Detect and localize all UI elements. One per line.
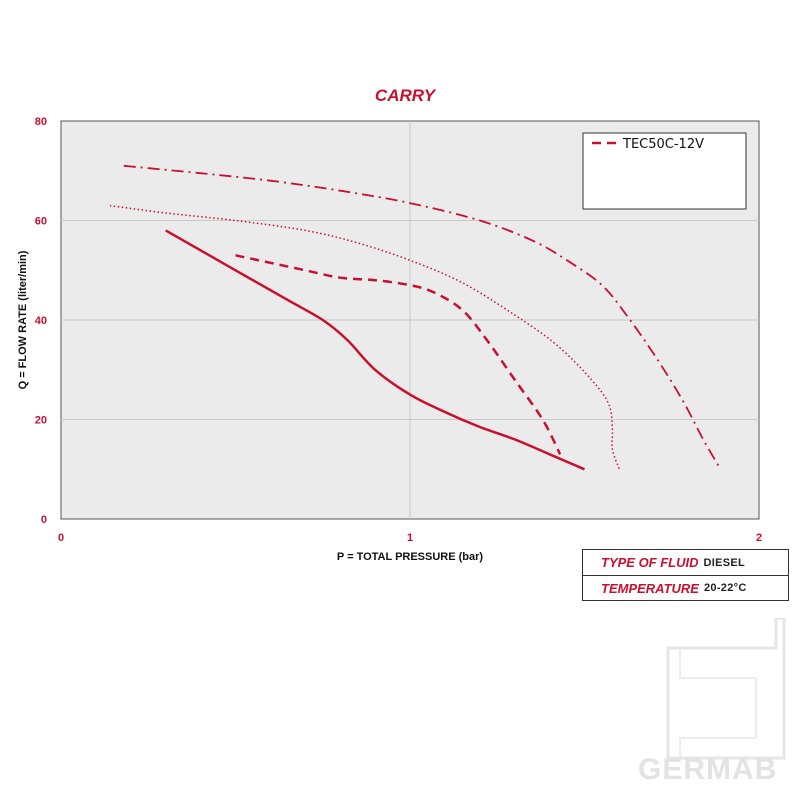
x-tick-label-2: 2 — [756, 532, 762, 544]
temperature-label: TEMPERATURE — [601, 580, 699, 596]
legend-box — [582, 132, 747, 210]
fluid-type-label: TYPE OF FLUID — [601, 555, 699, 570]
chart-title: CARRY — [375, 86, 437, 105]
fluid-type-value: DIESEL — [703, 556, 746, 569]
data-series — [109, 164, 722, 471]
x-tick-label-1: 1 — [407, 532, 413, 544]
legend: TEC50C-12V — [582, 132, 747, 210]
y-tick-label-60: 60 — [35, 216, 47, 228]
y-tick-label-80: 80 — [35, 116, 47, 128]
grid-lines — [61, 121, 759, 519]
y-tick-label-40: 40 — [35, 315, 47, 327]
x-axis-label: P = TOTAL PRESSURE (bar) — [337, 551, 484, 563]
germab-logo-icon — [666, 618, 786, 760]
series-line-solid — [165, 229, 585, 471]
y-axis-label: Q = FLOW RATE (liter/min) — [17, 250, 29, 389]
temperature-row: TEMPERATURE 20-22°C — [583, 575, 788, 600]
y-tick-label-0: 0 — [41, 514, 47, 526]
tick-labels: 0 20 40 60 80 0 1 2 — [35, 116, 762, 544]
y-tick-label-20: 20 — [35, 415, 47, 427]
temperature-value: 20-22°C — [703, 582, 747, 594]
series-line-dashed — [235, 254, 562, 455]
germab-logo-text: GERMAB — [638, 753, 778, 786]
fluid-type-row: TYPE OF FLUID DIESEL — [583, 550, 788, 575]
x-tick-label-0: 0 — [58, 532, 64, 544]
legend-label: TEC50C-12V — [622, 137, 704, 152]
fluid-info-table: TYPE OF FLUID DIESEL TEMPERATURE 20-22°C — [582, 549, 789, 601]
series-line-dashdot — [123, 164, 722, 470]
